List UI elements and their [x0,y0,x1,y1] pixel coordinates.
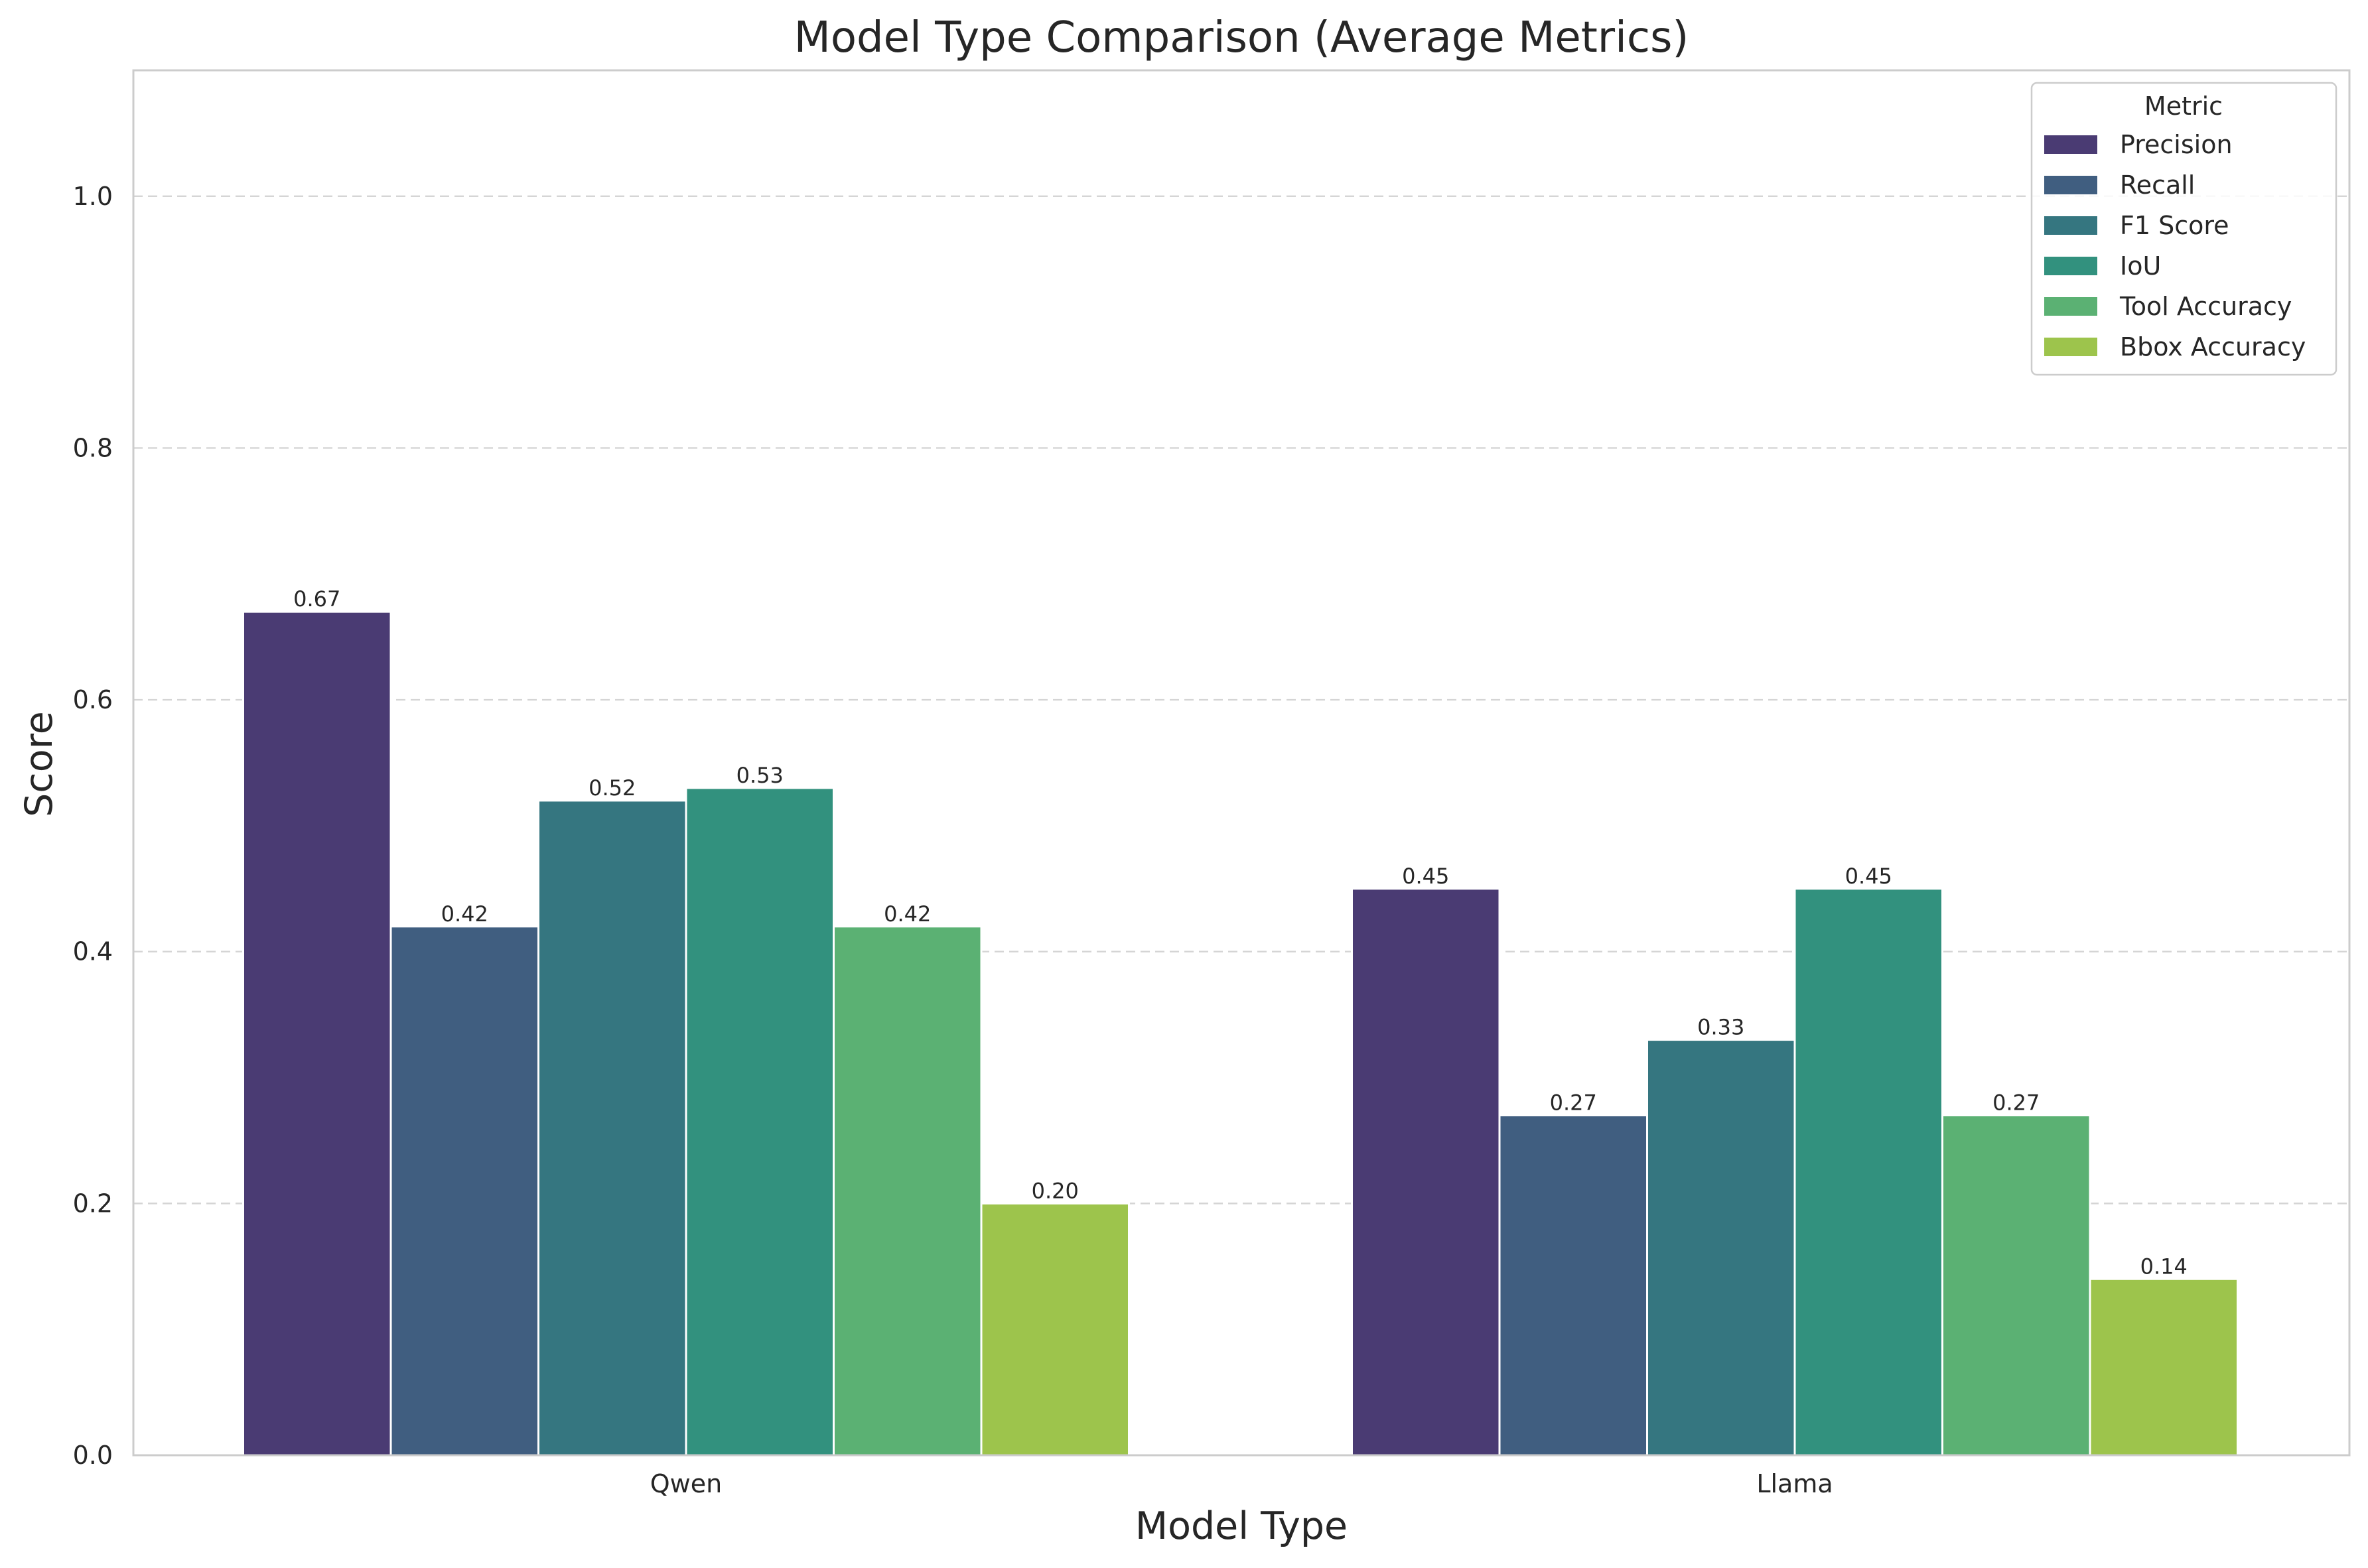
legend-label-precision: Precision [2120,130,2233,159]
bar-f1-score-llama [1646,1039,1796,1457]
bar-bbox-accuracy-llama [2089,1277,2239,1457]
bar-iou-qwen [685,787,835,1457]
data-label: 0.53 [736,763,784,788]
data-label: 0.45 [1402,864,1449,889]
x-tick-label: Qwen [650,1469,722,1498]
data-label: 0.20 [1032,1178,1079,1203]
data-label: 0.45 [1845,864,1892,889]
data-label: 0.33 [1697,1015,1744,1040]
legend-swatch-recall [2044,176,2097,194]
legend-swatch-precision [2044,135,2097,154]
y-tick-label: 0.8 [73,433,113,462]
data-label: 0.14 [2140,1254,2188,1279]
y-tick-label: 0.6 [73,685,113,714]
legend-box [2030,82,2337,376]
y-axis-label: Score [17,711,61,817]
legend-label-iou: IoU [2120,251,2161,281]
bar-f1-score-qwen [537,799,687,1457]
legend: Metric Precision Recall F1 Score IoU Tool Ac… [2030,82,2337,376]
bar-recall-qwen [389,925,539,1457]
x-axis-ticks: Qwen Llama [650,1469,1833,1498]
y-tick-label: 0.0 [73,1441,113,1470]
data-label: 0.52 [589,775,636,801]
legend-swatch-bbox-accuracy [2044,338,2097,356]
legend-swatch-f1-score [2044,216,2097,235]
y-axis-ticks: 0.0 0.2 0.4 0.6 0.8 1.0 [73,182,113,1470]
legend-label-tool-accuracy: Tool Accuracy [2119,292,2292,321]
bar-recall-llama [1498,1114,1648,1457]
y-tick-label: 1.0 [73,182,113,211]
legend-label-recall: Recall [2120,170,2195,200]
bar-iou-llama [1793,887,1943,1457]
legend-items: Precision Recall F1 Score IoU Tool Accuracy B… [2044,130,2306,361]
data-label: 0.27 [1550,1090,1597,1115]
legend-label-f1-score: F1 Score [2120,211,2229,240]
bar-tool-accuracy-qwen [833,925,983,1457]
x-axis-label: Model Type [1135,1504,1348,1548]
bars [242,610,2239,1457]
x-tick-label: Llama [1756,1469,1833,1498]
plot-frame [132,69,2351,1457]
legend-label-bbox-accuracy: Bbox Accuracy [2120,332,2306,361]
bar-tool-accuracy-llama [1941,1114,2091,1457]
data-label: 0.27 [1992,1090,2040,1115]
data-label: 0.67 [293,586,340,612]
chart-title: Model Type Comparison (Average Metrics) [794,13,1689,62]
bar-precision-llama [1351,887,1501,1457]
legend-title: Metric [2144,92,2223,121]
y-tick-label: 0.2 [73,1189,113,1218]
legend-swatch-iou [2044,257,2097,275]
legend-swatch-tool-accuracy [2044,297,2097,316]
data-label: 0.42 [441,901,488,927]
bar-precision-qwen [242,610,392,1457]
data-label: 0.42 [884,901,931,927]
bar-data-labels: 0.67 0.45 0.42 0.27 0.52 0.33 0.53 0.45 0.42 0.27… [293,586,2188,1279]
y-tick-label: 0.4 [73,937,113,966]
bar-bbox-accuracy-qwen [980,1202,1130,1457]
